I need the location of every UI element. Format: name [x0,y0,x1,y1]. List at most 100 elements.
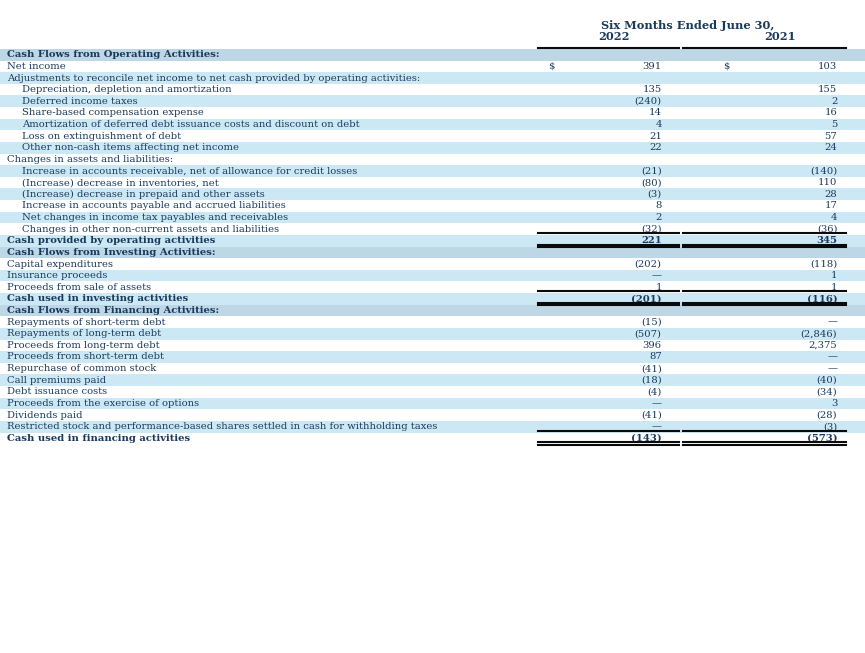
Text: —: — [827,317,837,326]
Text: 345: 345 [817,236,837,246]
Text: (34): (34) [817,387,837,396]
Text: —: — [651,399,662,408]
Text: 110: 110 [818,178,837,187]
Text: Changes in assets and liabilities:: Changes in assets and liabilities: [7,155,173,164]
Text: (15): (15) [641,317,662,326]
Text: Proceeds from sale of assets: Proceeds from sale of assets [7,283,151,292]
Text: 2022: 2022 [599,31,630,42]
Text: (41): (41) [641,411,662,420]
Text: Cash used in financing activities: Cash used in financing activities [7,434,190,443]
Text: 28: 28 [824,190,837,199]
Text: (28): (28) [817,411,837,420]
Text: Capital expenditures: Capital expenditures [7,259,113,268]
Text: Debt issuance costs: Debt issuance costs [7,387,107,396]
Text: Proceeds from short-term debt: Proceeds from short-term debt [7,353,164,362]
Bar [0,293,865,305]
Text: 103: 103 [818,62,837,71]
Text: 14: 14 [649,108,662,118]
Bar [0,142,865,153]
Text: 3: 3 [831,399,837,408]
Text: Loss on extinguishment of debt: Loss on extinguishment of debt [22,132,182,140]
Text: Cash provided by operating activities: Cash provided by operating activities [7,236,215,246]
Bar [0,421,865,432]
Text: (240): (240) [635,97,662,106]
Text: —: — [827,364,837,373]
Bar [0,328,865,340]
Text: Insurance proceeds: Insurance proceeds [7,271,107,280]
Text: 22: 22 [649,143,662,152]
Text: Depreciation, depletion and amortization: Depreciation, depletion and amortization [22,85,232,94]
Text: 1: 1 [655,283,662,292]
Bar [0,432,865,444]
Text: Proceeds from the exercise of options: Proceeds from the exercise of options [7,399,199,408]
Bar [0,363,865,374]
Text: 16: 16 [824,108,837,118]
Text: (202): (202) [635,259,662,268]
Bar [0,119,865,131]
Text: 135: 135 [643,85,662,94]
Text: (3): (3) [648,190,662,199]
Text: (18): (18) [641,375,662,385]
Text: 57: 57 [824,132,837,140]
Text: Cash Flows from Financing Activities:: Cash Flows from Financing Activities: [7,306,219,315]
Bar [0,165,865,177]
Bar [0,200,865,212]
Bar [0,247,865,258]
Text: 4: 4 [655,120,662,129]
Bar [0,189,865,200]
Bar [0,177,865,189]
Text: 2: 2 [656,213,662,222]
Bar [0,351,865,363]
Bar [0,131,865,142]
Text: Increase in accounts payable and accrued liabilities: Increase in accounts payable and accrued… [22,201,286,210]
Bar [0,84,865,95]
Text: 87: 87 [649,353,662,362]
Text: 2: 2 [831,97,837,106]
Text: Other non-cash items affecting net income: Other non-cash items affecting net incom… [22,143,240,152]
Text: 1: 1 [830,271,837,280]
Bar [0,72,865,84]
Bar [0,49,865,61]
Text: (Increase) decrease in prepaid and other assets: (Increase) decrease in prepaid and other… [22,190,266,199]
Bar [0,212,865,223]
Text: 5: 5 [831,120,837,129]
Text: (2,846): (2,846) [801,329,837,338]
Text: —: — [651,271,662,280]
Text: 24: 24 [824,143,837,152]
Text: Net income: Net income [7,62,66,71]
Text: Proceeds from long-term debt: Proceeds from long-term debt [7,341,159,350]
Bar [0,107,865,119]
Bar [0,316,865,328]
Text: (Increase) decrease in inventories, net: (Increase) decrease in inventories, net [22,178,219,187]
Text: (40): (40) [817,375,837,385]
Text: (140): (140) [810,167,837,176]
Text: Adjustments to reconcile net income to net cash provided by operating activities: Adjustments to reconcile net income to n… [7,74,420,82]
Text: (21): (21) [641,167,662,176]
Bar [0,305,865,316]
Text: Repurchase of common stock: Repurchase of common stock [7,364,157,373]
Text: (116): (116) [806,295,837,304]
Text: (32): (32) [641,225,662,234]
Bar [0,223,865,235]
Text: Dividends paid: Dividends paid [7,411,82,420]
Text: (4): (4) [647,387,662,396]
Text: (507): (507) [635,329,662,338]
Bar [0,153,865,165]
Text: 221: 221 [641,236,662,246]
Bar [0,374,865,386]
Text: Increase in accounts receivable, net of allowance for credit losses: Increase in accounts receivable, net of … [22,167,358,176]
Bar [0,398,865,409]
Text: (80): (80) [641,178,662,187]
Bar [0,235,865,247]
Text: 21: 21 [649,132,662,140]
Text: Call premiums paid: Call premiums paid [7,375,106,385]
Text: —: — [651,422,662,431]
Text: Cash Flows from Investing Activities:: Cash Flows from Investing Activities: [7,248,215,257]
Bar [0,95,865,107]
Text: (143): (143) [631,434,662,443]
Text: $: $ [723,62,729,71]
Text: 1: 1 [830,283,837,292]
Text: (201): (201) [631,295,662,304]
Text: $: $ [548,62,554,71]
Text: Changes in other non-current assets and liabilities: Changes in other non-current assets and … [22,225,279,234]
